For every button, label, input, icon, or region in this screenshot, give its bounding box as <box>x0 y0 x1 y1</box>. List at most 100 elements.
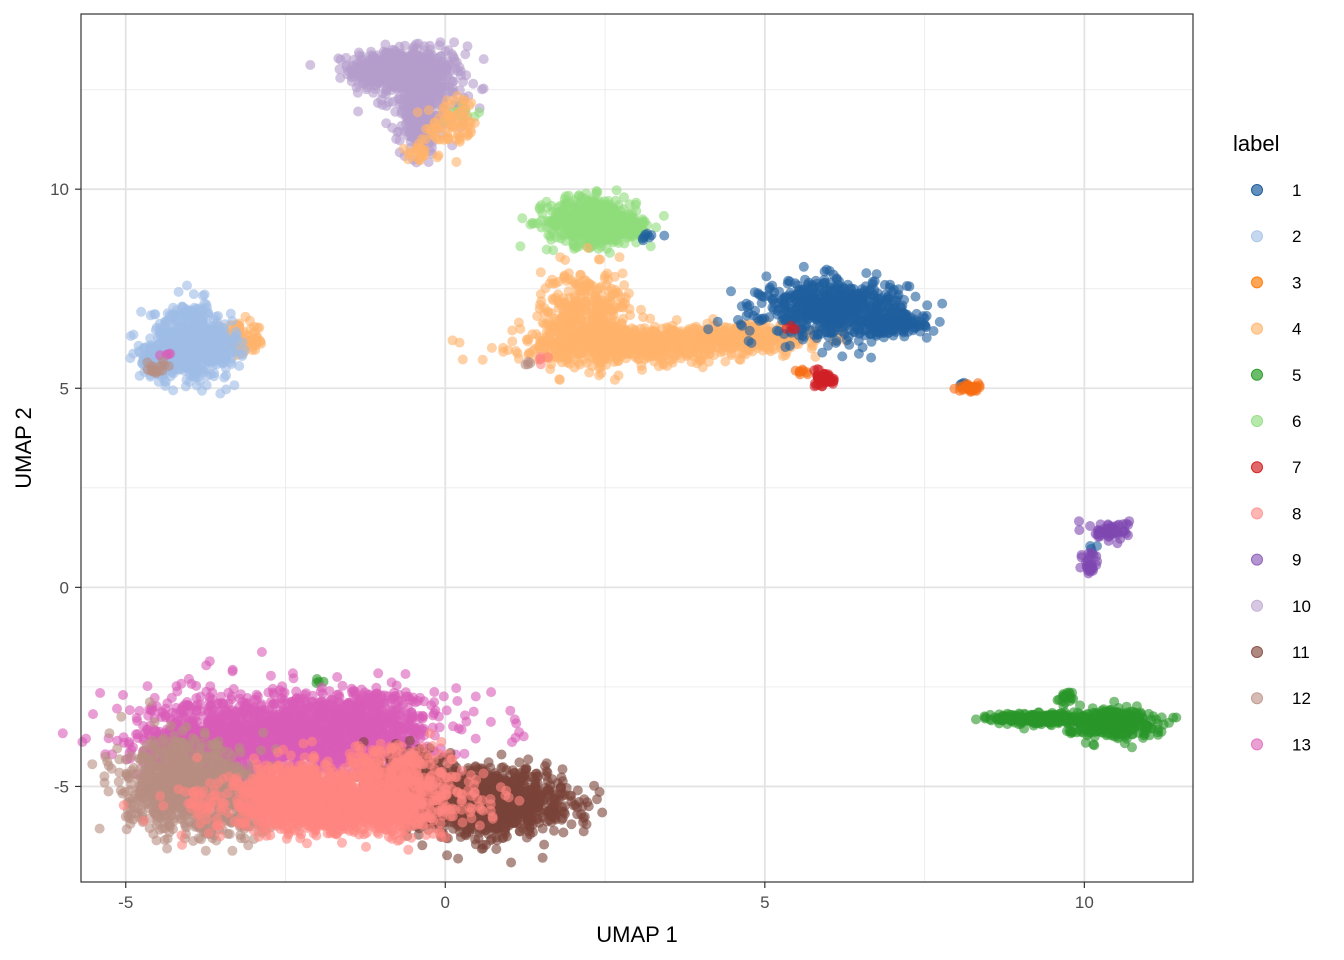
data-point <box>412 107 423 118</box>
data-point <box>659 230 670 241</box>
data-point <box>649 356 660 367</box>
data-point <box>715 333 726 343</box>
data-point <box>182 280 192 291</box>
data-point <box>883 291 894 302</box>
data-point <box>937 298 948 309</box>
data-point <box>633 341 644 352</box>
data-point <box>771 325 782 336</box>
data-point <box>611 287 622 298</box>
data-point <box>1085 521 1096 531</box>
data-point <box>432 134 443 145</box>
data-point <box>236 349 247 360</box>
data-point <box>230 332 240 343</box>
data-point <box>462 41 473 52</box>
data-point <box>582 242 593 253</box>
data-point <box>334 64 345 75</box>
data-point <box>824 301 835 312</box>
data-point <box>554 374 565 385</box>
data-point <box>684 343 695 354</box>
data-point <box>486 342 497 353</box>
data-point <box>591 222 602 233</box>
data-point <box>515 324 526 334</box>
data-point <box>726 286 736 297</box>
data-point <box>604 247 615 258</box>
data-point <box>860 281 871 292</box>
data-point <box>430 72 441 83</box>
data-point <box>790 324 801 335</box>
data-point <box>609 271 620 282</box>
data-point <box>673 350 683 360</box>
data-point <box>741 310 752 321</box>
data-point <box>454 337 465 348</box>
data-point <box>778 313 789 324</box>
data-point <box>468 78 479 89</box>
data-point <box>910 291 921 302</box>
data-point <box>527 217 538 228</box>
data-point <box>541 196 552 207</box>
data-point <box>759 313 770 324</box>
data-point <box>663 331 674 342</box>
data-point <box>922 300 933 311</box>
data-point <box>372 98 383 108</box>
data-point <box>571 279 582 290</box>
data-point <box>221 384 232 395</box>
data-point <box>380 39 391 50</box>
data-point <box>168 385 179 396</box>
data-point <box>928 326 939 336</box>
data-point <box>460 49 471 60</box>
data-point <box>454 136 465 147</box>
data-point <box>1109 526 1120 537</box>
data-point <box>780 342 791 353</box>
data-point <box>133 346 144 357</box>
data-point <box>602 321 612 332</box>
data-point <box>391 134 402 144</box>
data-point <box>569 291 580 302</box>
data-point <box>398 51 409 62</box>
data-point <box>540 283 551 294</box>
data-point <box>595 336 606 347</box>
data-point <box>443 131 454 142</box>
data-point <box>209 328 220 339</box>
data-point <box>568 306 579 317</box>
data-point <box>305 60 316 70</box>
data-point <box>824 266 835 276</box>
data-point <box>429 117 440 128</box>
data-point <box>949 383 960 394</box>
data-point <box>850 321 861 332</box>
data-point <box>703 324 714 335</box>
data-point <box>404 77 415 88</box>
data-point <box>136 306 147 317</box>
data-point <box>449 37 460 48</box>
data-point <box>197 352 208 363</box>
data-point <box>421 124 431 134</box>
data-point <box>934 316 945 327</box>
data-point <box>375 68 386 79</box>
data-point <box>184 377 195 387</box>
data-point <box>609 374 620 385</box>
data-point <box>758 291 769 302</box>
data-point <box>769 287 780 298</box>
data-point <box>459 105 470 116</box>
data-point <box>442 95 452 106</box>
data-point <box>804 287 815 298</box>
data-point <box>827 327 838 338</box>
data-point <box>423 105 434 116</box>
data-point <box>240 311 251 322</box>
data-point <box>531 329 542 340</box>
data-point <box>798 261 809 272</box>
data-point <box>712 316 723 327</box>
data-point <box>614 252 625 263</box>
data-point <box>838 303 849 314</box>
data-point <box>592 349 603 360</box>
data-point <box>535 299 546 310</box>
data-point <box>623 327 633 338</box>
data-point <box>440 46 451 57</box>
data-point <box>564 229 575 240</box>
data-point <box>584 286 595 297</box>
data-point <box>899 331 910 342</box>
data-point <box>737 320 747 331</box>
data-point <box>626 208 637 219</box>
data-point <box>662 361 673 371</box>
data-point <box>404 87 415 97</box>
data-point <box>503 345 514 356</box>
